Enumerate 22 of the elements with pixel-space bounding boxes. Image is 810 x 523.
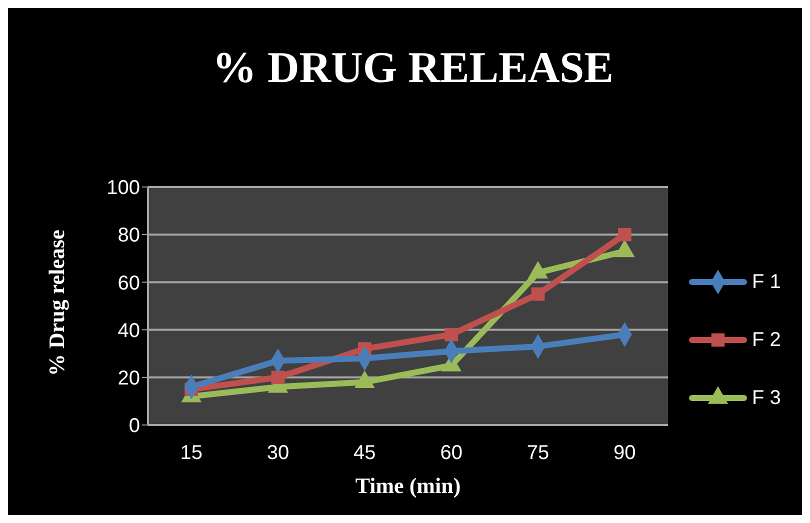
y-axis-title: % Drug release [44,230,69,376]
y-tick-label: 80 [118,224,140,247]
legend-label: F 2 [752,328,781,352]
point [271,370,285,384]
point [444,328,458,342]
x-axis-title: Time (min) [355,473,461,498]
legend-label: F 1 [752,270,781,294]
legend-label: F 3 [752,386,781,410]
y-tick-label: 60 [118,272,140,294]
y-tick-label: 20 [118,368,140,390]
x-tick-label: 60 [440,442,462,464]
y-tick-label: 0 [128,415,140,438]
y-tick-label: 40 [118,320,140,342]
x-tick-label: 45 [354,442,376,464]
chart-title: % DRUG RELEASE [212,42,614,93]
x-tick-label: 90 [614,442,636,464]
x-tick-label: 15 [180,442,202,464]
y-tick-label: 100 [106,177,140,200]
x-tick-label: 75 [526,442,550,464]
x-tick-label: 30 [266,442,290,464]
point [531,287,545,301]
point [618,228,632,242]
